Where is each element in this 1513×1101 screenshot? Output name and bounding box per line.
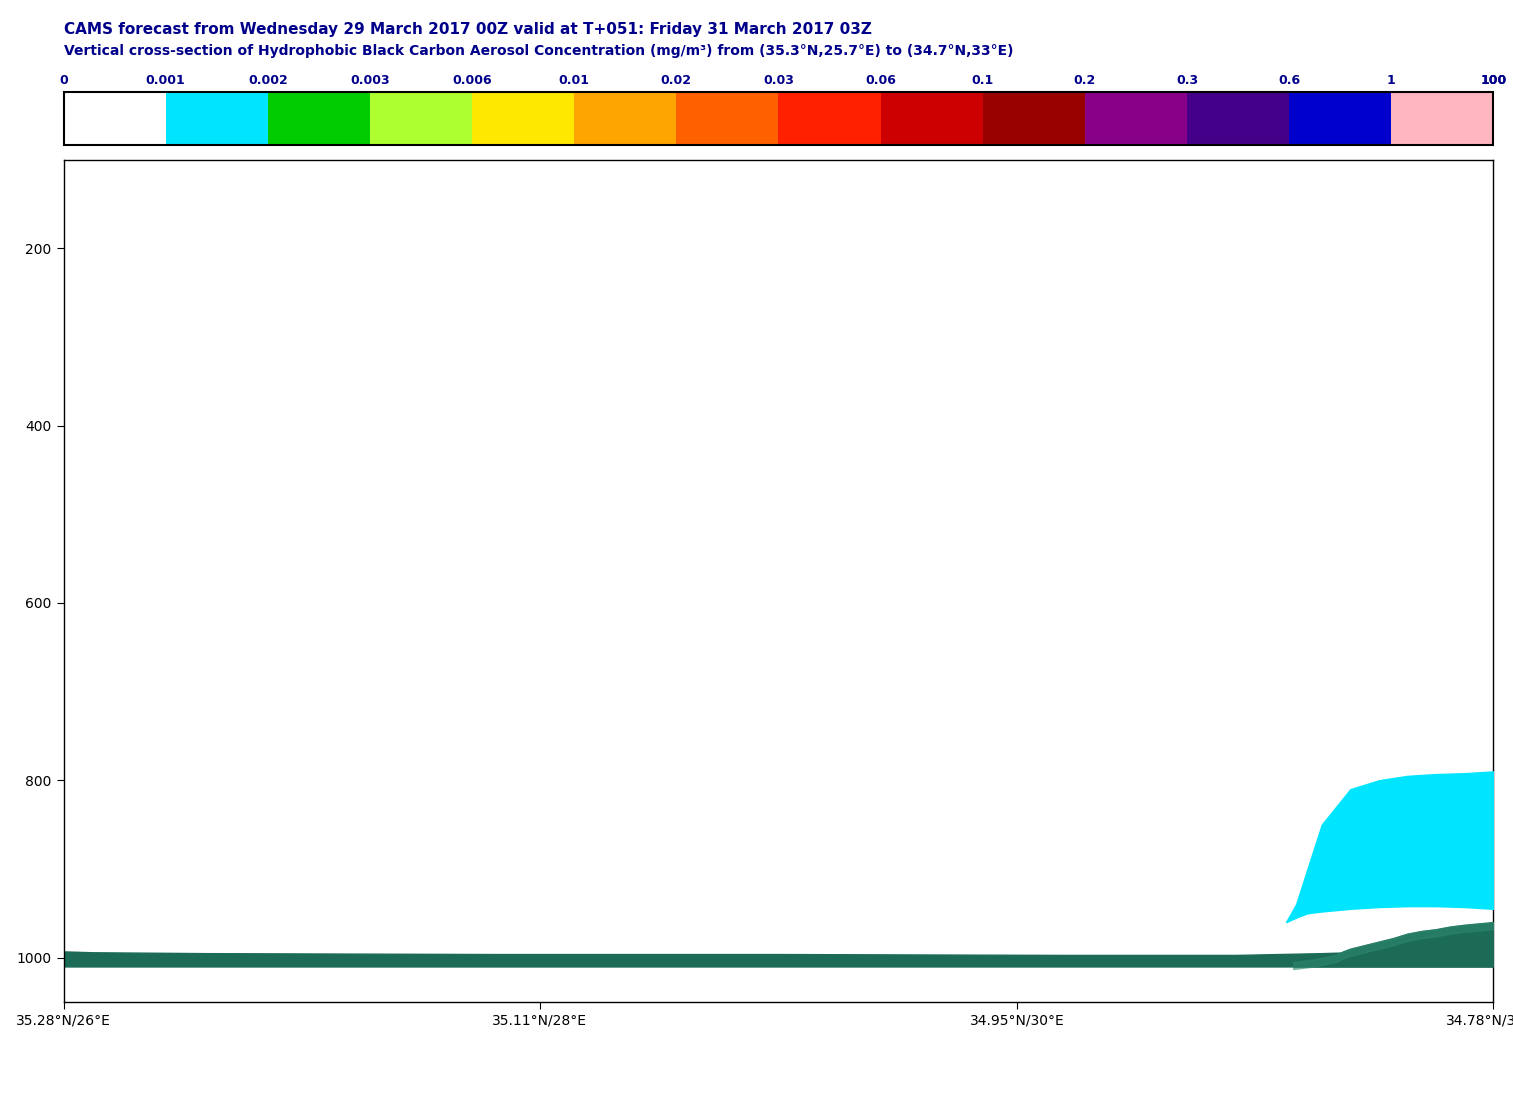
Text: 0.3: 0.3: [1176, 74, 1198, 87]
Text: 0.001: 0.001: [145, 74, 186, 87]
Text: CAMS forecast from Wednesday 29 March 2017 00Z valid at T+051: Friday 31 March 2: CAMS forecast from Wednesday 29 March 20…: [64, 22, 871, 37]
Text: 100: 100: [1480, 74, 1507, 87]
Text: 0.6: 0.6: [1278, 74, 1300, 87]
Text: 0.2: 0.2: [1074, 74, 1095, 87]
Text: 0.02: 0.02: [661, 74, 691, 87]
Text: 0.002: 0.002: [248, 74, 287, 87]
Text: 0.01: 0.01: [558, 74, 590, 87]
Text: 0.003: 0.003: [350, 74, 390, 87]
Text: Vertical cross-section of Hydrophobic Black Carbon Aerosol Concentration (mg/m³): Vertical cross-section of Hydrophobic Bl…: [64, 44, 1014, 58]
Text: 1: 1: [1387, 74, 1395, 87]
Text: 0.03: 0.03: [763, 74, 794, 87]
Text: 0.06: 0.06: [865, 74, 896, 87]
Text: 0.1: 0.1: [971, 74, 994, 87]
Text: 0: 0: [59, 74, 68, 87]
Text: 0.006: 0.006: [452, 74, 492, 87]
Text: 100: 100: [1480, 74, 1507, 87]
